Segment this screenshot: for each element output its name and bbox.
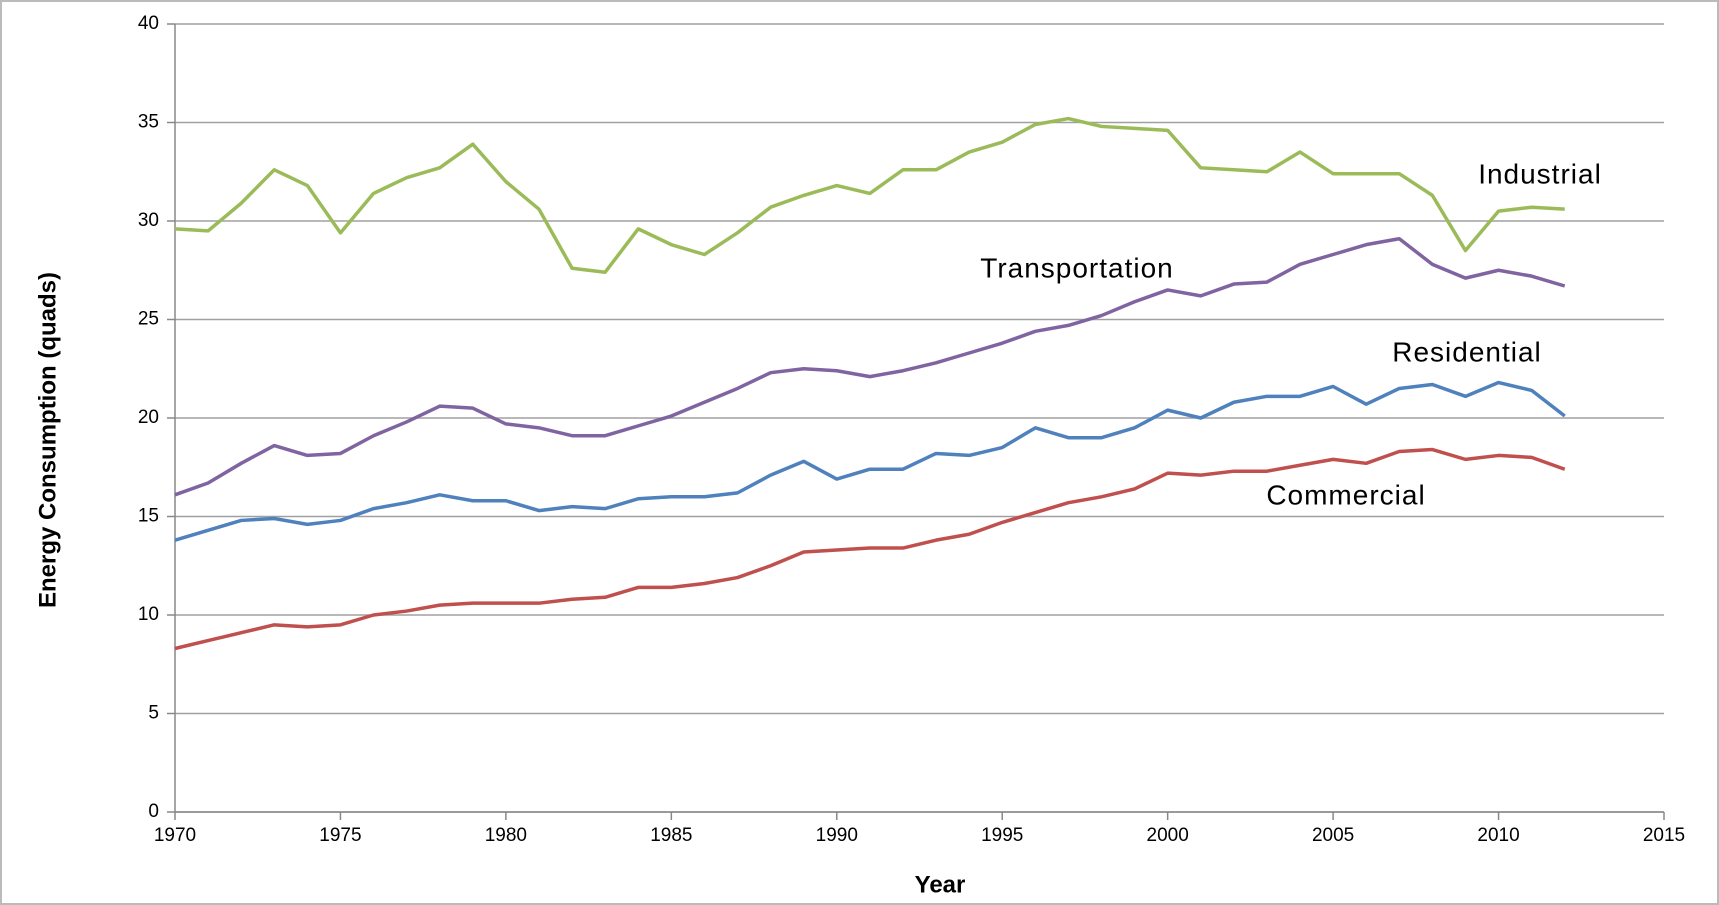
y-tick-label: 25 <box>138 309 159 330</box>
series-label: Commercial <box>1266 479 1425 510</box>
series-label: Residential <box>1392 336 1542 367</box>
x-tick-label: 1995 <box>981 825 1023 846</box>
x-tick-label: 2015 <box>1643 825 1685 846</box>
y-axis-label: Energy Consumption (quads) <box>34 272 61 608</box>
x-tick-label: 1980 <box>485 825 527 846</box>
series-line <box>174 380 1566 542</box>
x-tick-label: 1990 <box>816 825 858 846</box>
x-axis-label: Year <box>915 871 966 898</box>
y-tick-label: 0 <box>148 801 159 822</box>
y-tick-label: 5 <box>148 703 159 724</box>
series-label: Transportation <box>980 252 1174 283</box>
series-line <box>174 447 1566 651</box>
series-label: Industrial <box>1478 158 1602 189</box>
y-tick-label: 30 <box>138 210 159 231</box>
y-tick-label: 40 <box>138 13 159 34</box>
x-tick-label: 1985 <box>650 825 692 846</box>
series-line <box>174 116 1565 274</box>
x-tick-label: 1975 <box>319 825 361 846</box>
x-tick-label: 2005 <box>1312 825 1354 846</box>
series-line <box>174 236 1566 497</box>
y-tick-label: 35 <box>138 112 159 133</box>
x-tick-label: 2000 <box>1147 825 1189 846</box>
x-tick-label: 1970 <box>154 825 196 846</box>
y-tick-label: 10 <box>138 604 159 625</box>
y-tick-label: 15 <box>138 506 159 527</box>
y-tick-label: 20 <box>138 407 159 428</box>
x-tick-label: 2010 <box>1477 825 1519 846</box>
